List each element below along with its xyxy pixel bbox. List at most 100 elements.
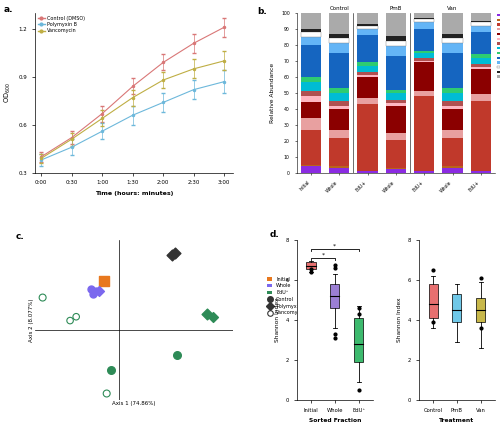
Bar	[470, 58, 491, 64]
X-axis label: Time (hours: minutes): Time (hours: minutes)	[95, 191, 174, 196]
Bar	[358, 171, 378, 173]
Bar	[329, 138, 349, 166]
Bar	[414, 91, 434, 96]
Point	[429, 319, 437, 326]
Y-axis label: Shannon Index: Shannon Index	[275, 298, 280, 342]
Point	[66, 317, 74, 324]
Point	[476, 274, 484, 281]
Text: Van: Van	[448, 6, 458, 10]
Point	[354, 304, 362, 311]
Bar	[476, 298, 485, 322]
Bar	[442, 39, 462, 43]
Point	[354, 387, 362, 393]
Point	[354, 310, 362, 317]
Text: Control: Control	[330, 6, 349, 10]
Bar	[470, 101, 491, 171]
Point	[168, 252, 176, 259]
Bar	[386, 41, 406, 46]
Bar	[470, 22, 491, 26]
Bar	[442, 53, 462, 88]
Bar	[414, 18, 434, 19]
Bar	[386, 56, 406, 89]
Point	[100, 277, 108, 284]
Bar	[300, 91, 321, 96]
Bar	[300, 96, 321, 102]
Bar	[414, 62, 434, 91]
Bar	[470, 26, 491, 32]
Bar	[386, 46, 406, 56]
Bar	[428, 284, 438, 318]
Bar	[414, 58, 434, 61]
Bar	[414, 13, 434, 18]
Y-axis label: Relative Abundance: Relative Abundance	[270, 63, 276, 123]
Bar	[329, 129, 349, 138]
Bar	[442, 109, 462, 129]
Text: *: *	[322, 252, 324, 258]
Bar	[306, 262, 316, 269]
Text: c.: c.	[15, 232, 24, 241]
Legend: Initial, Whole, EdU⁺, Control, Polymyxin, Vancomycin: Initial, Whole, EdU⁺, Control, Polymyxin…	[267, 276, 306, 316]
Bar	[442, 43, 462, 53]
Y-axis label: OD$_{600}$: OD$_{600}$	[3, 83, 13, 103]
Bar	[300, 37, 321, 45]
Bar	[358, 26, 378, 29]
Point	[88, 285, 96, 292]
Point	[204, 311, 212, 318]
Point	[331, 264, 339, 271]
Bar	[300, 118, 321, 129]
Bar	[414, 53, 434, 58]
Bar	[358, 75, 378, 77]
Point	[38, 294, 46, 301]
Bar	[386, 139, 406, 168]
Bar	[414, 96, 434, 171]
Bar	[386, 99, 406, 103]
Bar	[358, 77, 378, 98]
Bar	[414, 22, 434, 29]
Bar	[442, 101, 462, 106]
Point	[108, 367, 116, 374]
X-axis label: Sorted Fraction: Sorted Fraction	[308, 418, 361, 423]
Text: PmB: PmB	[390, 6, 402, 10]
Bar	[300, 45, 321, 77]
Bar	[358, 62, 378, 66]
Point	[72, 313, 80, 320]
Point	[210, 313, 218, 320]
Bar	[300, 32, 321, 37]
Bar	[358, 98, 378, 104]
X-axis label: Axis 1 (74.86%): Axis 1 (74.86%)	[112, 401, 156, 406]
Bar	[442, 166, 462, 168]
Bar	[329, 168, 349, 173]
Bar	[470, 32, 491, 55]
Bar	[442, 88, 462, 93]
Bar	[470, 64, 491, 67]
Text: d.: d.	[270, 230, 280, 240]
Bar	[300, 82, 321, 91]
Bar	[358, 29, 378, 35]
Point	[331, 335, 339, 341]
Text: a.: a.	[4, 5, 13, 14]
Legend: Control (DMSO), Polymyxin B, Vancomycin: Control (DMSO), Polymyxin B, Vancomycin	[38, 15, 85, 34]
Bar	[442, 138, 462, 166]
Bar	[386, 93, 406, 99]
Point	[92, 288, 100, 295]
Bar	[329, 13, 349, 34]
Point	[476, 325, 484, 332]
Legend: Verrucomicrobiota: Akkermansia*, Desulfobacterota: Desulfovibrio, Firmicutes: un: Verrucomicrobiota: Akkermansia*, Desulfo…	[497, 13, 500, 79]
Bar	[386, 106, 406, 133]
Bar	[329, 53, 349, 88]
Bar	[470, 95, 491, 101]
Bar	[386, 133, 406, 139]
Y-axis label: Shannon Index: Shannon Index	[397, 298, 402, 342]
Bar	[414, 51, 434, 53]
Point	[89, 290, 97, 297]
Bar	[442, 93, 462, 101]
Bar	[442, 168, 462, 173]
Bar	[300, 166, 321, 173]
Bar	[442, 106, 462, 109]
Point	[307, 268, 315, 275]
Text: b.: b.	[257, 6, 267, 15]
Bar	[354, 318, 363, 362]
Bar	[470, 13, 491, 21]
Bar	[452, 294, 462, 322]
Bar	[358, 72, 378, 75]
